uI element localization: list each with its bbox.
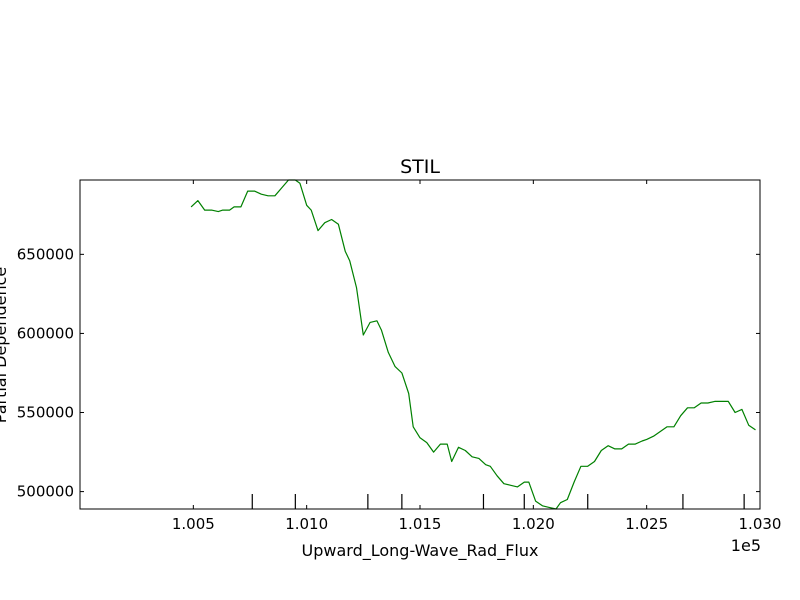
x-axis-ticks: 1.005 1.010 1.015 1.020 1.025 1.030 — [172, 180, 782, 533]
x-axis-offset-label: 1e5 — [731, 536, 761, 555]
y-tick-label: 550000 — [17, 404, 74, 422]
y-axis-label: Partial Dependence — [0, 267, 10, 423]
x-tick-label: 1.015 — [399, 515, 442, 533]
rug-marks — [251, 494, 745, 509]
y-tick-label: 600000 — [17, 324, 74, 342]
y-tick-label: 500000 — [17, 483, 74, 501]
y-axis-ticks: 500000 550000 600000 650000 — [17, 245, 760, 501]
series-line — [190, 179, 756, 510]
x-tick-label: 1.025 — [625, 515, 668, 533]
x-tick-label: 1.020 — [512, 515, 555, 533]
x-tick-label: 1.010 — [285, 515, 328, 533]
chart-title: STIL — [400, 156, 440, 178]
x-tick-label: 1.005 — [172, 515, 215, 533]
x-axis-label: Upward_Long-Wave_Rad_Flux — [302, 541, 539, 561]
y-tick-label: 650000 — [17, 245, 74, 263]
plot-frame — [79, 179, 761, 510]
x-tick-label: 1.030 — [739, 515, 782, 533]
